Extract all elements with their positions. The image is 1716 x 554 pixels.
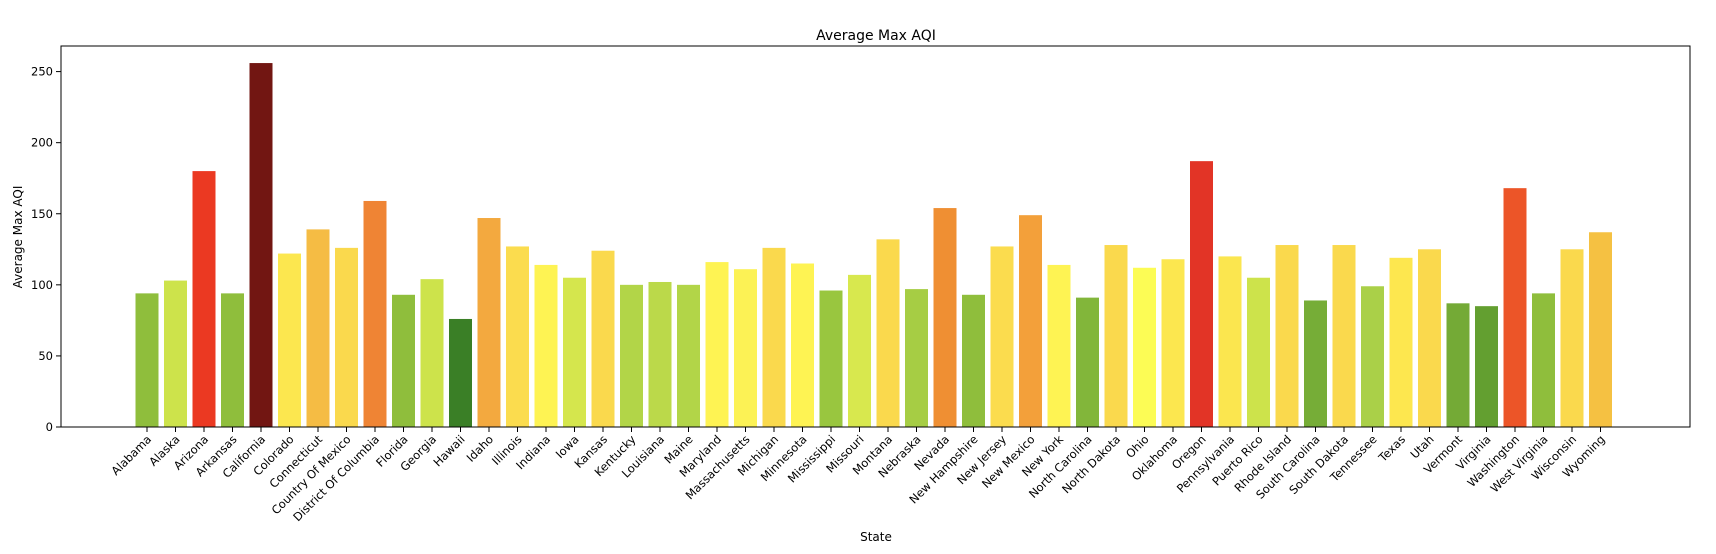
bar [249, 63, 273, 428]
bar [1104, 245, 1128, 427]
bar [848, 274, 871, 427]
bar [819, 290, 843, 427]
bar [734, 269, 757, 427]
y-tick-label: 100 [31, 278, 53, 292]
bar [1190, 161, 1213, 427]
bar [1418, 249, 1441, 427]
bar [1532, 293, 1555, 427]
bar [677, 284, 700, 427]
y-tick-label: 200 [31, 136, 53, 150]
bar [1161, 259, 1185, 427]
bar [1019, 215, 1042, 427]
bar [1446, 303, 1470, 427]
x-axis-title: State [860, 530, 892, 544]
bar [192, 171, 216, 427]
bar [1218, 256, 1242, 427]
bar [1332, 245, 1356, 427]
bar [221, 293, 244, 427]
bar [762, 247, 786, 427]
bar [135, 293, 159, 427]
x-tick-label: Hawaii [430, 432, 467, 469]
bar [1389, 257, 1413, 427]
y-axis-title: Average Max AQI [11, 186, 25, 289]
bar [506, 246, 529, 427]
x-axis: AlabamaAlaskaArizonaArkansasCaliforniaCo… [108, 427, 1608, 524]
bar [449, 318, 472, 427]
bar [791, 263, 814, 427]
bar [1503, 188, 1527, 427]
bar [563, 277, 586, 427]
bar [392, 294, 415, 427]
bar [591, 250, 615, 427]
bar [1247, 277, 1270, 427]
bar [933, 208, 957, 427]
x-tick-label: Texas [1375, 432, 1408, 465]
chart-title: Average Max AQI [816, 28, 936, 44]
y-axis: 0 50 100 150 200 250 [31, 65, 61, 434]
y-tick-label: 250 [31, 65, 53, 79]
bar [1361, 286, 1384, 427]
bar [990, 246, 1014, 427]
y-tick-label: 150 [31, 207, 53, 221]
bar [164, 280, 187, 427]
bar [705, 262, 729, 427]
x-tick-label: Alabama [108, 432, 154, 478]
bar [278, 253, 301, 427]
bar [962, 294, 985, 427]
bar [1560, 249, 1584, 427]
bar [534, 264, 558, 427]
bar [1304, 300, 1327, 427]
bar [306, 229, 330, 427]
bar [1076, 297, 1099, 427]
bar [1275, 245, 1299, 427]
bar [1475, 306, 1498, 427]
bar [477, 218, 501, 427]
bar [335, 247, 358, 427]
bar [1589, 232, 1612, 427]
bar [905, 289, 928, 427]
bar [1047, 264, 1071, 427]
bar [420, 279, 444, 427]
bar [1133, 267, 1156, 427]
bars [135, 63, 1612, 428]
y-tick-label: 0 [46, 420, 53, 434]
plot-frame [60, 45, 1691, 428]
y-tick-label: 50 [38, 349, 53, 363]
bar [620, 284, 643, 427]
bar [363, 200, 387, 427]
bar [876, 239, 900, 427]
bar [648, 281, 672, 427]
